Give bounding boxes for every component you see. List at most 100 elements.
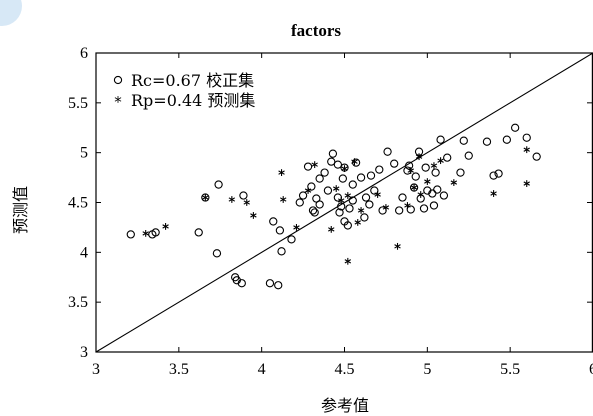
prediction-point [374, 191, 381, 198]
calibration-point [464, 151, 473, 160]
prediction-point-stroke [279, 197, 287, 202]
prediction-point [344, 257, 352, 265]
prediction-point-stroke [332, 186, 340, 191]
reference-line [95, 52, 593, 353]
calibration-point [327, 157, 336, 166]
calibration-point [343, 221, 352, 230]
prediction-point [228, 196, 236, 203]
prediction-point-stroke [394, 244, 401, 249]
prediction-point-stroke [430, 163, 438, 168]
calibration-point [348, 180, 357, 189]
calibration-point [366, 171, 376, 180]
legend: Rc=0.67 校正集 * Rp=0.44 预测集 [113, 71, 255, 111]
calibration-point [510, 123, 520, 132]
calibration-point [411, 172, 420, 181]
prediction-point [278, 169, 285, 176]
calibration-point [395, 206, 404, 215]
calibration-point [335, 208, 344, 217]
prediction-point [341, 165, 348, 173]
y-axis-label: 预测值 [11, 186, 30, 234]
prediction-point-stroke [337, 198, 345, 203]
prediction-point-stroke [415, 154, 423, 159]
prediction-point-stroke [162, 224, 169, 229]
calibration-point [274, 281, 283, 290]
calibration-point [356, 173, 366, 182]
legend-label-prediction: Rp=0.44 预测集 [131, 91, 255, 110]
calibration-point [269, 217, 278, 226]
prediction-point [328, 226, 335, 233]
prediction-point [162, 223, 169, 230]
calibration-point [277, 247, 286, 256]
calibration-point [489, 171, 498, 180]
calibration-point [298, 191, 308, 200]
prediction-point-stroke [417, 192, 424, 197]
calibration-point [439, 191, 449, 200]
calibration-point [212, 249, 222, 258]
calibration-point [431, 168, 440, 177]
calibration-point [532, 152, 541, 161]
prediction-point-stroke [523, 181, 530, 186]
x-tick-label: 6 [589, 361, 593, 378]
prediction-point-stroke [523, 147, 530, 152]
y-tick-label: 5 [80, 145, 88, 162]
prediction-point [490, 190, 497, 197]
prediction-point-stroke [490, 191, 497, 196]
prediction-point-stroke [437, 158, 444, 163]
calibration-point [323, 186, 333, 195]
prediction-point [142, 229, 149, 237]
calibration-point [421, 163, 430, 172]
y-tick-label: 4.5 [68, 195, 88, 212]
prediction-point-stroke [311, 162, 318, 167]
calibration-point [429, 201, 439, 210]
prediction-point-stroke [357, 208, 365, 213]
calibration-point [151, 228, 160, 237]
prediction-point [304, 187, 312, 194]
prediction-point [450, 179, 458, 186]
prediction-point-stroke [304, 188, 312, 193]
calibration-point [265, 279, 275, 288]
calibration-point [383, 147, 392, 156]
prediction-point [410, 184, 418, 191]
calibration-point [214, 180, 223, 189]
y-tick-label: 6 [80, 45, 88, 62]
prediction-point [293, 224, 300, 231]
prediction-point-stroke [450, 180, 458, 185]
prediction-point [430, 162, 438, 170]
calibration-point [237, 279, 246, 288]
prediction-point-stroke [243, 200, 250, 205]
prediction-point [404, 202, 411, 209]
prediction-point-stroke [382, 205, 390, 210]
calibration-point [307, 182, 316, 191]
calibration-point [348, 196, 357, 205]
calibration-point [320, 168, 329, 177]
calibration-point [328, 149, 338, 158]
prediction-point [394, 242, 401, 250]
calibration-point [295, 198, 304, 207]
x-axis-label: 参考值 [321, 396, 369, 415]
prediction-point [250, 212, 257, 219]
x-tick-label: 5.5 [500, 361, 520, 378]
x-tick-label: 5 [423, 361, 431, 378]
calibration-point [338, 174, 347, 183]
calibration-point [345, 204, 354, 213]
x-tick-label: 3.5 [169, 361, 189, 378]
calibration-point [315, 174, 324, 183]
calibration-point [459, 136, 468, 145]
calibration-point [482, 137, 492, 146]
x-tick-label: 3 [92, 361, 100, 378]
prediction-point [279, 196, 287, 203]
calibration-point [287, 235, 296, 244]
calibration-point [502, 135, 512, 144]
prediction-point [243, 199, 250, 206]
prediction-point-stroke [278, 170, 285, 175]
prediction-point [382, 204, 390, 211]
corner-decoration [0, 0, 22, 26]
prediction-point-stroke [293, 225, 300, 230]
calibration-point [370, 186, 379, 195]
calibration-point [406, 205, 415, 214]
calibration-point [494, 169, 503, 178]
x-tick-label: 4.5 [335, 361, 355, 378]
x-tick-label: 4 [258, 361, 266, 378]
prediction-point-stroke [351, 159, 358, 164]
